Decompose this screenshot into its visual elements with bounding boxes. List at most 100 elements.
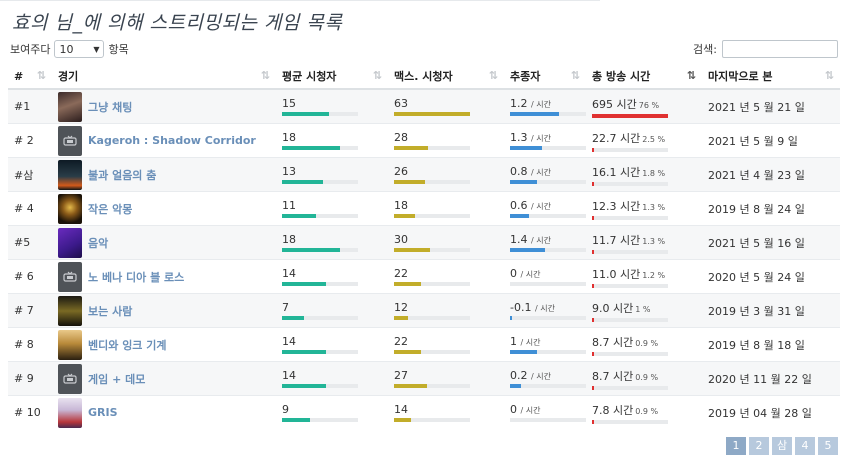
avg-viewers-cell: 14 [276,259,388,294]
total-time-bar-track [592,385,668,390]
bendy-thumbnail[interactable] [58,329,82,360]
game-link[interactable]: 불과 얼음의 춤 [88,168,157,182]
page-length-select[interactable]: 10 ▼ [54,40,105,58]
avg-viewers-bar-track [282,248,358,252]
last-seen-cell: 2021 년 5 월 9 일 [702,123,840,158]
total-time-cell: 8.7 시간 0.9 % [586,327,702,362]
col-avg-viewers-header[interactable]: 평균 시청자 ⇅ [276,64,388,90]
max-viewers-bar-track [394,282,470,286]
avg-viewers-value: 14 [282,369,296,382]
avg-viewers-bar [282,214,317,218]
total-time-percent: 2.5 % [642,134,666,144]
total-time-cell: 16.1 시간 1.8 % [586,157,702,192]
followers-value: 0.8 / 시간 [510,165,551,178]
followers-value: 1.2 / 시간 [510,97,551,110]
col-last-seen-header[interactable]: 마지막으로 본 ⇅ [702,64,840,90]
table-row: # 6 노 베나 디아 블 로스 14 22 0 / 시간 11.0 시간 1.2 % 202… [8,259,840,294]
followers-bar-track [510,112,586,116]
rank-cell: #1 [8,88,52,124]
last-seen-date: 2021 년 5 월 21 일 [708,100,805,114]
game-link[interactable]: Kageroh : Shadow Corridor [88,134,256,147]
observer-thumbnail[interactable] [58,295,82,326]
total-time-percent: 1 % [635,304,651,314]
total-time-value: 16.1 시간 1.8 % [592,165,666,179]
total-time-percent: 1.8 % [642,168,666,178]
page-button[interactable]: 1 [726,437,746,455]
gris-thumbnail[interactable] [58,397,82,428]
followers-unit: / 시간 [531,202,551,211]
followers-bar [510,112,560,116]
followers-cell: 1 / 시간 [504,327,586,362]
avg-viewers-bar-track [282,350,358,354]
game-link[interactable]: GRIS [88,406,118,419]
total-time-cell: 8.7 시간 0.9 % [586,361,702,396]
avg-viewers-value: 18 [282,233,296,246]
chat-thumbnail[interactable] [58,91,82,122]
max-viewers-value: 22 [394,267,408,280]
max-viewers-cell: 26 [388,157,504,192]
game-link[interactable]: 벤디와 잉크 기계 [88,338,167,352]
rank-label: # 6 [14,270,34,283]
rank-cell: # 10 [8,395,52,429]
col-max-viewers-header[interactable]: 맥스. 시청자 ⇅ [388,64,504,90]
max-viewers-bar [394,384,427,388]
nightmares-thumbnail[interactable] [58,193,82,224]
col-total-time-header[interactable]: 총 방송 시간 ⇅ [586,64,702,90]
total-time-value: 7.8 시간 0.9 % [592,403,659,417]
table-row: #삼 불과 얼음의 춤 13 26 0.8 / 시간 16.1 시간 1.8 % 2021 년… [8,157,840,192]
rank-cell: #삼 [8,157,52,192]
avg-viewers-bar-track [282,180,358,184]
total-time-bar-track [592,283,668,288]
avg-viewers-cell: 9 [276,395,388,429]
max-viewers-bar-track [394,418,470,422]
page-button[interactable]: 5 [818,437,838,455]
avg-viewers-bar [282,350,327,354]
music-thumbnail[interactable] [58,227,82,258]
game-entry: 그냥 채팅 [58,91,276,122]
length-prefix: 보여주다 [10,43,51,56]
page-button[interactable]: 4 [795,437,815,455]
controller-icon [63,135,77,146]
max-viewers-value: 26 [394,165,408,178]
game-link[interactable]: 작은 악몽 [88,202,133,216]
default-game-thumbnail[interactable] [58,125,82,156]
page-button[interactable]: 2 [749,437,769,455]
col-game-header[interactable]: 경기 ⇅ [52,64,276,90]
fire-ice-thumbnail[interactable] [58,159,82,190]
followers-value: 0.6 / 시간 [510,199,551,212]
max-viewers-bar-track [394,316,470,320]
total-time-bar [592,317,594,322]
total-time-bar-track [592,215,668,220]
followers-unit: / 시간 [520,270,541,279]
max-viewers-bar [394,316,409,320]
game-link[interactable]: 게임 + 데모 [88,372,146,386]
avg-viewers-bar [282,384,327,388]
followers-unit: / 시간 [531,100,551,109]
game-link[interactable]: 보는 사람 [88,304,133,318]
default-game-thumbnail[interactable] [58,261,82,292]
followers-bar [510,214,529,218]
followers-value: 0 / 시간 [510,267,541,280]
game-link[interactable]: 음악 [88,236,109,250]
default-game-thumbnail[interactable] [58,363,82,394]
col-rank-header[interactable]: # ⇅ [8,64,52,90]
followers-bar-track [510,282,586,286]
col-followers-header[interactable]: 추종자 ⇅ [504,64,586,90]
last-seen-cell: 2019 년 8 월 24 일 [702,191,840,226]
rank-cell: #5 [8,225,52,260]
max-viewers-cell: 27 [388,361,504,396]
last-seen-date: 2021 년 4 월 23 일 [708,168,805,182]
page-button[interactable]: 삼 [772,437,792,455]
followers-unit: / 시간 [520,406,541,415]
followers-cell: 1.3 / 시간 [504,123,586,158]
rank-cell: # 2 [8,123,52,158]
max-viewers-value: 27 [394,369,408,382]
sort-icon: ⇅ [824,69,834,82]
search-input[interactable] [722,40,838,58]
table-row: # 8 벤디와 잉크 기계 14 22 1 / 시간 8.7 시간 0.9 % 2019 년 … [8,327,840,362]
table-row: #1 그냥 채팅 15 63 1.2 / 시간 695 시간 76 % 2021 년 5 월 … [8,88,840,124]
followers-unit: / 시간 [520,338,541,347]
game-link[interactable]: 그냥 채팅 [88,100,133,114]
game-link[interactable]: 노 베나 디아 블 로스 [88,270,185,284]
